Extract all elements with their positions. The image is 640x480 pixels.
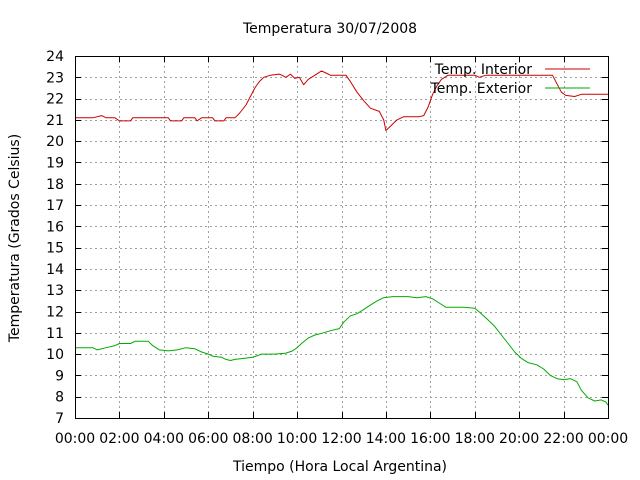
legend-label: Temp. Exterior bbox=[430, 81, 533, 97]
tick-marks bbox=[75, 56, 609, 419]
y-tick-label: 9 bbox=[55, 368, 64, 384]
y-axis-title: Temperatura (Grados Celsius) bbox=[7, 134, 23, 343]
x-tick-label: 10:00 bbox=[277, 431, 317, 447]
y-tick-label: 12 bbox=[46, 305, 64, 321]
y-tick-label: 17 bbox=[46, 198, 64, 214]
y-tick-label: 11 bbox=[46, 326, 64, 342]
chart-title: Temperatura 30/07/2008 bbox=[242, 21, 417, 37]
y-tick-label: 13 bbox=[46, 283, 64, 299]
legend: Temp. Interior Temp. Exterior bbox=[430, 62, 590, 97]
x-tick-label: 00:00 bbox=[588, 431, 628, 447]
x-tick-label: 00:00 bbox=[55, 431, 95, 447]
y-tick-label: 16 bbox=[46, 219, 64, 235]
series-line-interior bbox=[75, 70, 608, 131]
y-tick-label: 24 bbox=[46, 49, 64, 65]
y-tick-label: 23 bbox=[46, 70, 64, 86]
y-tick-label: 22 bbox=[46, 92, 64, 108]
y-tick-label: 18 bbox=[46, 177, 64, 193]
y-tick-labels: 7 8 9 10 11 12 13 14 15 16 17 18 19 20 21 22 23 24 bbox=[46, 49, 64, 427]
y-tick-label: 19 bbox=[46, 155, 64, 171]
y-tick-label: 14 bbox=[46, 262, 64, 278]
x-tick-labels: 00:00 02:00 04:00 06:00 08:00 10:00 12:00 14:00… bbox=[55, 431, 628, 447]
x-tick-label: 22:00 bbox=[543, 431, 583, 447]
y-tick-label: 20 bbox=[46, 134, 64, 150]
legend-label: Temp. Interior bbox=[434, 62, 533, 78]
series-layer bbox=[75, 70, 609, 406]
y-tick-label: 7 bbox=[55, 411, 64, 427]
x-tick-label: 16:00 bbox=[410, 431, 450, 447]
x-tick-label: 08:00 bbox=[232, 431, 272, 447]
x-tick-label: 02:00 bbox=[99, 431, 139, 447]
x-tick-label: 06:00 bbox=[188, 431, 228, 447]
grid-lines bbox=[75, 56, 608, 418]
x-axis-title: Tiempo (Hora Local Argentina) bbox=[232, 459, 447, 475]
series-line-exterior bbox=[75, 296, 609, 406]
x-tick-label: 12:00 bbox=[321, 431, 361, 447]
y-tick-label: 21 bbox=[46, 113, 64, 129]
x-tick-label: 18:00 bbox=[455, 431, 495, 447]
x-tick-label: 04:00 bbox=[144, 431, 184, 447]
y-tick-label: 15 bbox=[46, 241, 64, 257]
y-tick-label: 8 bbox=[55, 390, 64, 406]
x-tick-label: 14:00 bbox=[366, 431, 406, 447]
y-tick-label: 10 bbox=[46, 347, 64, 363]
x-tick-label: 20:00 bbox=[499, 431, 539, 447]
